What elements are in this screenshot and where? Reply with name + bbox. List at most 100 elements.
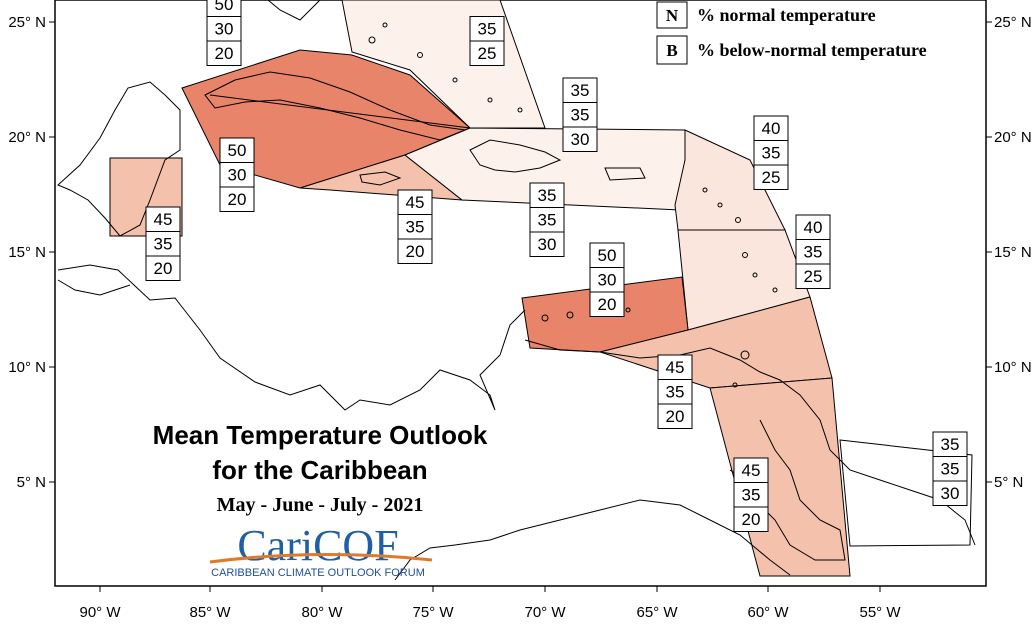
region-guyana (709, 377, 851, 577)
probability-value: 35 (478, 20, 497, 39)
probability-value: 30 (571, 130, 590, 149)
island (735, 217, 741, 223)
lat-label: 15° N (8, 244, 46, 261)
probability-value: 30 (598, 271, 617, 290)
legend: N % normal temperature B % below-normal … (656, 1, 927, 65)
probability-value: 20 (228, 190, 247, 209)
probability-value: 20 (215, 44, 234, 63)
probability-value: 35 (941, 435, 960, 454)
region-divider (209, 94, 471, 129)
island (732, 382, 738, 388)
probability-cell (529, 231, 565, 257)
probability-cell (562, 102, 598, 128)
probability-value: 35 (538, 186, 557, 205)
probability-value: 35 (742, 486, 761, 505)
lon-label: 85° W (189, 604, 231, 621)
coast-south-america (524, 339, 976, 546)
probability-value: 20 (598, 295, 617, 314)
probability-cell (219, 162, 255, 188)
probability-value: 30 (215, 20, 234, 39)
latitude-labels-left: 25° N 20° N 15° N 10° N 5° N (8, 14, 46, 491)
probability-cell (932, 431, 968, 457)
coast-florida (267, 0, 321, 21)
lon-label: 65° W (636, 604, 678, 621)
logo-wordmark: CariCOF (237, 521, 398, 570)
legend-key-box-below (656, 35, 688, 65)
lon-label: 75° W (412, 604, 454, 621)
legend-key-normal: N (666, 6, 679, 25)
map-frame (54, 0, 987, 587)
probability-value: 45 (406, 193, 425, 212)
map-title: Mean Temperature Outlook for the Caribbe… (153, 420, 488, 516)
forecast-regions (109, 0, 973, 577)
lon-label: 90° W (79, 604, 121, 621)
probability-value: 35 (571, 106, 590, 125)
probability-cell (589, 242, 625, 268)
coast-cuba (204, 71, 467, 141)
probability-value: 45 (666, 358, 685, 377)
probability-value: 20 (742, 510, 761, 529)
probability-value: 45 (742, 461, 761, 480)
title-line2: for the Caribbean (212, 455, 427, 485)
probability-cell (932, 456, 968, 482)
logo-swoosh (209, 552, 433, 564)
period-label: May - June - July - 2021 (217, 494, 424, 516)
island (566, 311, 574, 319)
probability-value: 35 (538, 211, 557, 230)
probability-boxes: 35 25 50 30 20 50 30 20 45 35 20 45 35 20 35 35 30 35 35 30… (145, 0, 968, 532)
probability-cell (733, 457, 769, 483)
lon-label: 70° W (524, 604, 566, 621)
island (541, 314, 549, 322)
probability-value: 50 (228, 141, 247, 160)
probability-value: 35 (804, 243, 823, 262)
island (517, 107, 523, 113)
probability-cell (932, 480, 968, 506)
island (702, 187, 708, 193)
probability-cell (469, 40, 505, 66)
lat-label: 10° N (8, 359, 46, 376)
probability-cell (397, 238, 433, 264)
island (452, 77, 458, 83)
island (487, 97, 493, 103)
axis-ticks (49, 21, 992, 592)
probability-cell (589, 291, 625, 317)
legend-label-below: % below-normal temperature (697, 40, 927, 60)
title-line1: Mean Temperature Outlook (153, 420, 488, 450)
lon-label: 60° W (747, 604, 789, 621)
lat-label: 25° N (994, 14, 1032, 31)
probability-cell (795, 239, 831, 265)
legend-key-box-normal (656, 1, 688, 29)
island (625, 307, 631, 313)
probability-cell (469, 16, 505, 42)
probability-cell (795, 214, 831, 240)
lat-label: 5° N (17, 474, 46, 491)
logo-subtitle: CARIBBEAN CLIMATE OUTLOOK FORUM (211, 567, 425, 579)
probability-value: 30 (228, 166, 247, 185)
probability-cell (589, 267, 625, 293)
probability-cell (145, 206, 181, 232)
coast-colombia (394, 499, 791, 581)
coast-west-mexico (57, 279, 131, 296)
probability-cell (733, 482, 769, 508)
probability-value: 40 (762, 119, 781, 138)
probability-cell (145, 231, 181, 257)
probability-value: 30 (941, 484, 960, 503)
probability-value: 35 (571, 81, 590, 100)
caricof-logo: CariCOF CARIBBEAN CLIMATE OUTLOOK FORUM (209, 521, 433, 579)
probability-cell (397, 214, 433, 240)
islands (368, 22, 778, 388)
probability-value: 25 (478, 44, 497, 63)
probability-value: 50 (215, 0, 234, 14)
lat-label: 20° N (994, 129, 1032, 146)
probability-cell (145, 255, 181, 281)
island (717, 202, 723, 208)
probability-cell (753, 140, 789, 166)
lat-label: 20° N (8, 129, 46, 146)
probability-cell (795, 263, 831, 289)
coast-yucatan (57, 81, 181, 237)
island (382, 22, 388, 28)
island (742, 252, 748, 258)
island (740, 350, 750, 360)
probability-value: 25 (804, 267, 823, 286)
